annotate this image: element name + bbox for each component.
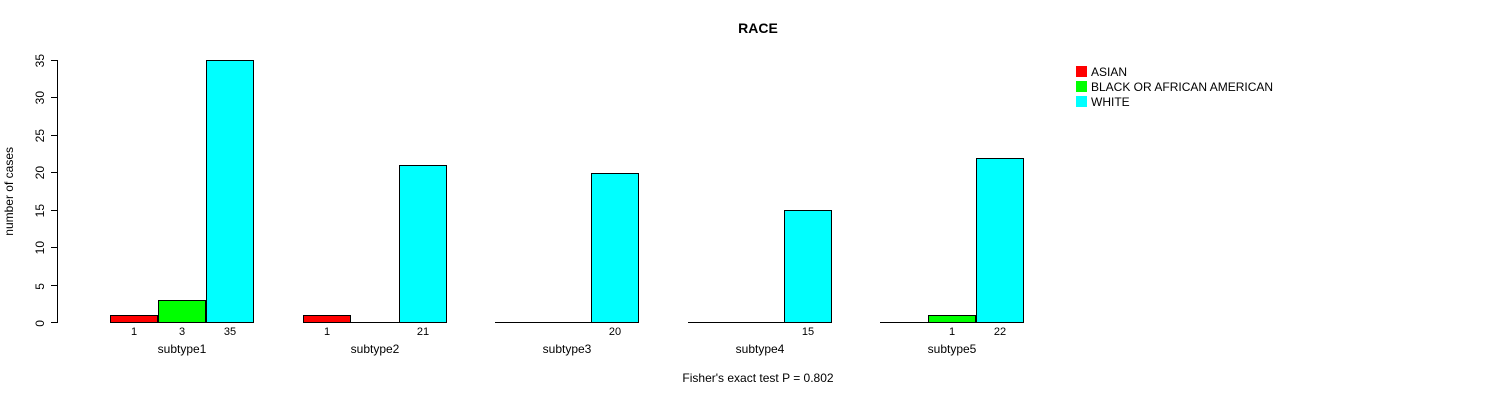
bar-white (591, 173, 639, 323)
category-label: subtype1 (157, 342, 207, 356)
legend-item: WHITE (1076, 94, 1273, 109)
bar-value-label: 3 (178, 326, 186, 338)
y-tick-label-text: 5 (33, 282, 47, 290)
y-tick-label-text: 10 (33, 241, 47, 255)
bar-black-or-african-american (158, 300, 206, 323)
y-tick-label-text: 25 (33, 129, 47, 143)
bar-black-or-african-american (928, 315, 976, 323)
bar-zero-line (688, 322, 736, 323)
y-tick (51, 210, 57, 211)
category-label: subtype4 (735, 342, 785, 356)
legend-label: WHITE (1091, 94, 1130, 109)
bar-white (976, 158, 1024, 323)
legend-swatch (1076, 96, 1087, 107)
y-tick-label-text: 35 (33, 54, 47, 68)
bar-zero-line (880, 322, 928, 323)
bar-white (399, 165, 447, 323)
bar-asian (303, 315, 351, 323)
bar-zero-line (543, 322, 591, 323)
bar-white (784, 210, 832, 323)
bar-white (206, 60, 254, 323)
bar-value-label: 1 (130, 326, 138, 338)
bar-zero-line (495, 322, 543, 323)
y-tick-label-text: 20 (33, 166, 47, 180)
bar-asian (110, 315, 158, 323)
y-axis-line (57, 60, 58, 323)
legend: ASIAN BLACK OR AFRICAN AMERICAN WHITE (1076, 64, 1273, 109)
y-tick (51, 247, 57, 248)
category-label: subtype3 (542, 342, 592, 356)
y-tick (51, 172, 57, 173)
bar-value-label: 1 (948, 326, 956, 338)
category-label: subtype5 (927, 342, 977, 356)
y-tick-label-text: 0 (33, 319, 47, 327)
legend-label: BLACK OR AFRICAN AMERICAN (1091, 79, 1274, 94)
bar-zero-line (351, 322, 399, 323)
bar-value-label: 35 (223, 326, 237, 338)
bar-value-label: 15 (801, 326, 815, 338)
y-tick (51, 322, 57, 323)
bar-value-label: 1 (323, 326, 331, 338)
legend-swatch (1076, 81, 1087, 92)
y-tick (51, 60, 57, 61)
y-tick (51, 285, 57, 286)
bar-value-label: 21 (416, 326, 430, 338)
y-tick-label-text: 15 (33, 204, 47, 218)
chart-title: RACE (738, 20, 778, 36)
y-tick-label-text: 30 (33, 91, 47, 105)
y-tick (51, 135, 57, 136)
bar-zero-line (736, 322, 784, 323)
category-label: subtype2 (350, 342, 400, 356)
legend-label: ASIAN (1091, 64, 1128, 79)
legend-item: ASIAN (1076, 64, 1273, 79)
footnote: Fisher's exact test P = 0.802 (682, 371, 834, 385)
y-tick (51, 97, 57, 98)
legend-item: BLACK OR AFRICAN AMERICAN (1076, 79, 1273, 94)
y-tick-label: 35 (32, 31, 48, 91)
bar-value-label: 22 (993, 326, 1007, 338)
bar-value-label: 20 (608, 326, 622, 338)
legend-swatch (1076, 66, 1087, 77)
